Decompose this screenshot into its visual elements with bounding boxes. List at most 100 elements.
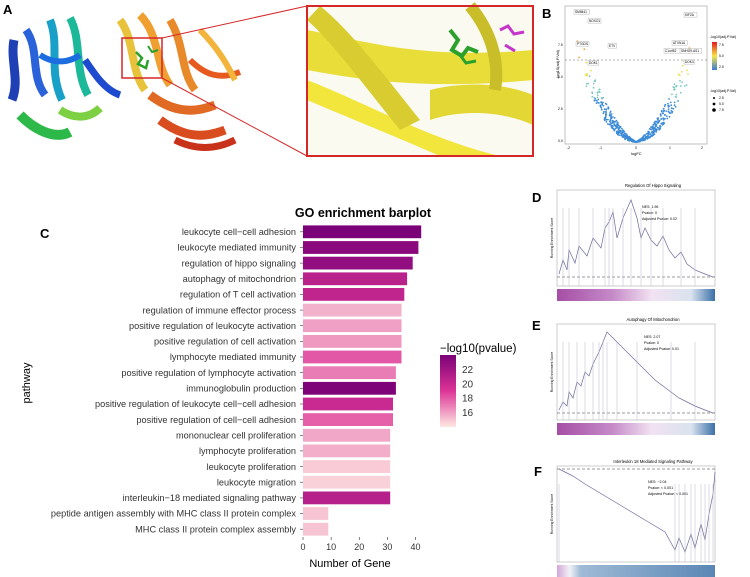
gsea-d-ylabel: Running Enrichment Score: [550, 218, 554, 259]
volcano-point: [614, 127, 617, 130]
gsea-e-ylabel: Running Enrichment Score: [550, 352, 554, 393]
volcano-point: [667, 108, 670, 111]
volcano-point: [621, 131, 623, 134]
volcano-point: [653, 121, 656, 124]
volcano-label-box: [679, 48, 702, 54]
panel-label-d: D: [532, 190, 542, 205]
volcano-label-box: [683, 59, 695, 65]
go-category-label: autophagy of mitochondrion: [183, 274, 296, 284]
go-category-label: positive regulation of lymphocyte activa…: [121, 368, 296, 378]
go-category-label: leukocyte cell−cell adhesion: [182, 227, 296, 237]
volcano-label-box: [671, 40, 688, 46]
volcano-gene-label: C1orf52: [665, 49, 677, 53]
volcano-point: [598, 90, 600, 93]
go-bar-18: [303, 507, 329, 520]
protein-structure-panel: [7, 2, 534, 157]
volcano-point: [673, 104, 676, 107]
go-bar-9: [303, 366, 396, 380]
gsea-f-curve: [558, 468, 716, 553]
volcano-point: [660, 109, 663, 112]
volcano-point: [587, 82, 590, 85]
volcano-point: [655, 125, 657, 128]
gsea-f-frame: [556, 465, 716, 563]
volcano-points: [576, 40, 694, 143]
go-bar-4: [303, 288, 405, 301]
go-category-label: positive regulation of leukocyte activat…: [129, 321, 296, 331]
volcano-point: [662, 110, 665, 112]
gsea-d-stat-2: Pvalue: 0: [642, 211, 657, 215]
volcano-point: [611, 119, 614, 122]
volcano-point: [609, 110, 612, 113]
volcano-point: [655, 123, 658, 126]
gsea-e-heatbar: [557, 423, 715, 435]
go-category-label: peptide antigen assembly with MHC class …: [51, 509, 297, 519]
volcano-point: [658, 119, 661, 122]
volcano-point: [668, 111, 671, 114]
volcano-point: [664, 117, 666, 120]
volcano-point: [622, 129, 625, 132]
volcano-point: [679, 79, 681, 82]
volcano-gene-label: NOXO1: [589, 19, 600, 23]
volcano-point: [680, 71, 683, 73]
volcano-point: [603, 119, 606, 122]
volcano-point: [593, 96, 596, 99]
volcano-xlabel: logFC: [631, 151, 642, 156]
go-bar-3: [303, 272, 408, 286]
chart-ylabel: pathway: [21, 362, 33, 403]
panel-label-a: A: [3, 2, 13, 17]
volcano-point: [607, 107, 610, 110]
zoom-region-box: [121, 37, 163, 79]
legend-colorbar: [440, 355, 456, 427]
volcano-point: [618, 129, 621, 132]
go-category-label: regulation of T cell activation: [180, 290, 296, 300]
volcano-ytick-3: 2.5: [558, 107, 563, 111]
legend-tick-label: 16: [462, 408, 474, 419]
volcano-point: [670, 104, 673, 107]
volcano-point: [658, 127, 660, 130]
go-category-label: regulation of hippo signaling: [182, 258, 296, 268]
protein-ribbon-right: [116, 12, 242, 151]
volcano-point: [617, 132, 619, 135]
gsea-e-stat-1: NES: 2.07: [644, 335, 660, 339]
go-bar-19: [303, 522, 329, 536]
protein-ribbon-left: [7, 16, 122, 140]
volcano-point: [684, 85, 686, 87]
volcano-label-box: [575, 41, 590, 47]
volcano-point: [651, 131, 653, 134]
volcano-point: [677, 73, 680, 76]
volcano-point: [610, 113, 613, 115]
volcano-point: [669, 101, 672, 104]
volcano-point: [662, 108, 665, 110]
volcano-point: [594, 80, 596, 83]
gsea-f-stat-2: Pvalue: < 0.001: [648, 486, 673, 490]
volcano-label-box: [587, 18, 602, 24]
volcano-point: [578, 56, 580, 59]
volcano-point: [667, 102, 669, 105]
go-category-label: leukocyte proliferation: [207, 462, 296, 472]
volcano-point: [661, 112, 664, 115]
go-category-label: mononuclear cell proliferation: [176, 431, 296, 441]
volcano-gene-label: DOK3: [685, 60, 694, 64]
volcano-size-dot-2: [712, 102, 716, 106]
volcano-gene-labels: SMIM41 NOXO1 PTGDS DOK1 ETV ATXN1A C1orf52 SNHG…: [573, 9, 702, 66]
go-x-tick-label: 20: [354, 542, 364, 552]
volcano-size-tick-2: 5.0: [719, 102, 724, 106]
volcano-point: [602, 112, 605, 115]
go-category-label: positive regulation of cell activation: [154, 337, 296, 347]
volcano-point: [618, 131, 621, 134]
volcano-point: [677, 100, 679, 102]
volcano-point: [584, 74, 587, 76]
panel-label-c: C: [40, 226, 50, 241]
chart-xlabel: Number of Gene: [309, 558, 390, 570]
volcano-point: [618, 127, 621, 130]
volcano-point: [593, 99, 596, 102]
volcano-point: [667, 104, 670, 107]
volcano-frame: [564, 5, 708, 145]
volcano-xtick-5: 2: [701, 146, 703, 150]
volcano-point: [596, 94, 599, 97]
gsea-e-frame: [556, 323, 716, 421]
panel-label-b: B: [542, 6, 552, 21]
volcano-point: [649, 133, 652, 136]
volcano-label-box: [683, 12, 698, 18]
volcano-point: [672, 107, 675, 110]
